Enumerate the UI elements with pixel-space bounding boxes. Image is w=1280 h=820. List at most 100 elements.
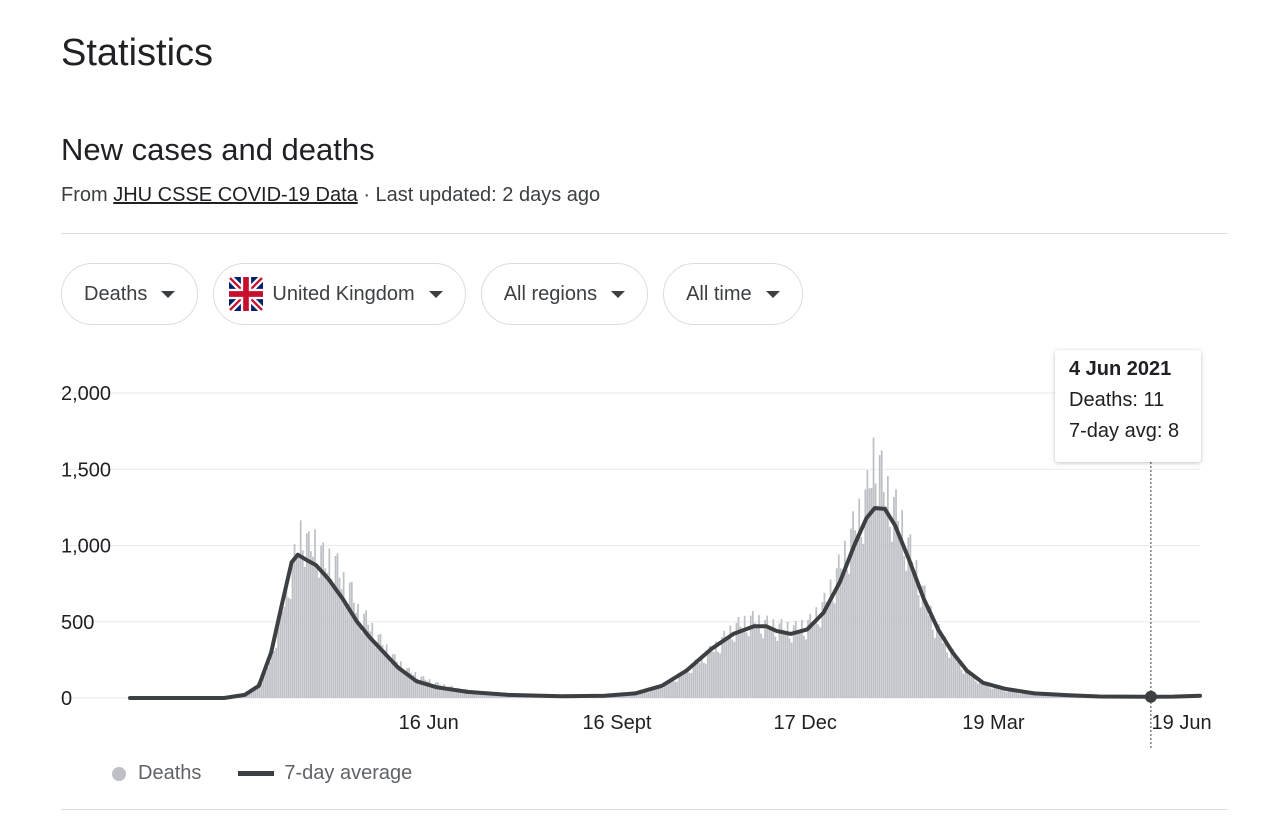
filter-bar: Deaths United Kingdom All regions All ti… [61,263,803,325]
deaths-bar [938,624,940,698]
deaths-bar [246,694,249,698]
deaths-bar [616,695,619,698]
deaths-bar [995,686,998,698]
deaths-bar [727,638,730,698]
deaths-bar [1007,690,1010,698]
tooltip-average: 7-day avg: 8 [1069,420,1180,442]
deaths-bar [889,526,891,698]
deaths-bar [706,650,709,698]
deaths-bar [729,625,732,698]
deaths-bar [934,637,936,698]
deaths-bar [398,665,400,698]
deaths-bar [467,690,470,698]
deaths-bar [942,642,944,698]
deaths-bar [764,619,766,698]
deaths-bar [813,623,816,698]
deaths-bar [426,681,429,698]
deaths-bar [1028,694,1030,698]
deaths-bar [260,682,263,698]
deaths-bar [915,559,918,698]
deaths-bar [1009,690,1012,698]
caret-down-icon [765,290,780,298]
deaths-bar [835,568,838,698]
x-tick-label: 16 Sept [582,712,651,734]
deaths-bar [621,694,623,698]
deaths-bar [436,682,439,698]
deaths-bar [1019,693,1022,698]
deaths-bar [829,579,832,698]
deaths-bar [745,632,748,698]
metric-dropdown[interactable]: Deaths [61,263,199,325]
deaths-bar [841,569,844,698]
deaths-bar [731,639,734,698]
deaths-bar [428,679,431,698]
region-dropdown[interactable]: All regions [480,263,649,325]
deaths-bar [361,632,363,698]
deaths-bar [772,619,775,698]
deaths-bar [400,661,402,698]
deaths-bar [443,684,445,698]
deaths-bar [696,662,699,698]
deaths-bar [381,644,384,698]
deaths-bar [780,619,783,698]
deaths-bar [318,577,320,698]
deaths-bar [314,529,316,698]
last-updated: · Last updated: 2 days ago [363,184,601,206]
deaths-bar [445,687,447,698]
deaths-bar [684,673,687,698]
deaths-bar [1044,694,1047,698]
chart-legend: Deaths 7-day average [112,762,412,785]
deaths-bar [618,695,621,698]
deaths-bar [950,648,953,698]
deaths-bar [686,667,689,698]
deaths-bar [925,606,928,698]
deaths-bar [625,694,627,698]
deaths-bar [911,562,914,698]
deaths-bar [899,534,902,698]
hover-marker-dot [1144,690,1157,703]
deaths-bar [668,682,670,698]
deaths-bar [267,667,269,698]
deaths-bar [457,687,460,698]
deaths-bar [643,691,646,698]
deaths-bar [322,542,325,698]
source-link[interactable]: JHU CSSE COVID-19 Data [113,184,358,206]
divider [61,809,1228,810]
time-range-dropdown[interactable]: All time [663,263,803,325]
deaths-chart[interactable]: 0 500 1,000 1,500 2,000 16 Jun 16 Sept 17 Dec 19… [0,340,1280,760]
deaths-bar [312,556,314,698]
deaths-bar [404,674,406,698]
deaths-bar [334,555,337,698]
deaths-bar [393,654,396,698]
deaths-bar [346,608,349,698]
seven-day-average-line [128,506,1202,700]
deaths-bar [956,662,959,698]
deaths-bar [367,624,370,698]
deaths-bar [344,600,347,698]
deaths-bar [412,675,415,698]
deaths-bar [702,662,705,698]
deaths-bar [891,541,893,698]
deaths-bar [670,682,672,698]
deaths-bar [811,622,814,698]
average-legend-label: 7-day average [284,762,413,784]
deaths-bar [287,597,290,698]
deaths-bar [655,689,658,698]
deaths-legend-label: Deaths [138,762,202,784]
deaths-bar [786,621,789,698]
deaths-bar [805,639,807,698]
deaths-bar [794,620,797,698]
deaths-bar [265,671,267,698]
deaths-bar [414,672,417,698]
source-prefix: From [61,184,108,206]
country-dropdown[interactable]: United Kingdom [213,263,466,325]
deaths-bar [1036,694,1039,698]
deaths-bar [981,680,983,698]
deaths-bar [844,540,846,698]
deaths-bar [682,673,685,698]
time-range-label: All time [686,282,752,305]
deaths-bar [295,557,298,698]
deaths-bar [631,694,633,698]
x-tick-label: 19 Mar [962,712,1025,734]
deaths-bar [635,693,638,698]
